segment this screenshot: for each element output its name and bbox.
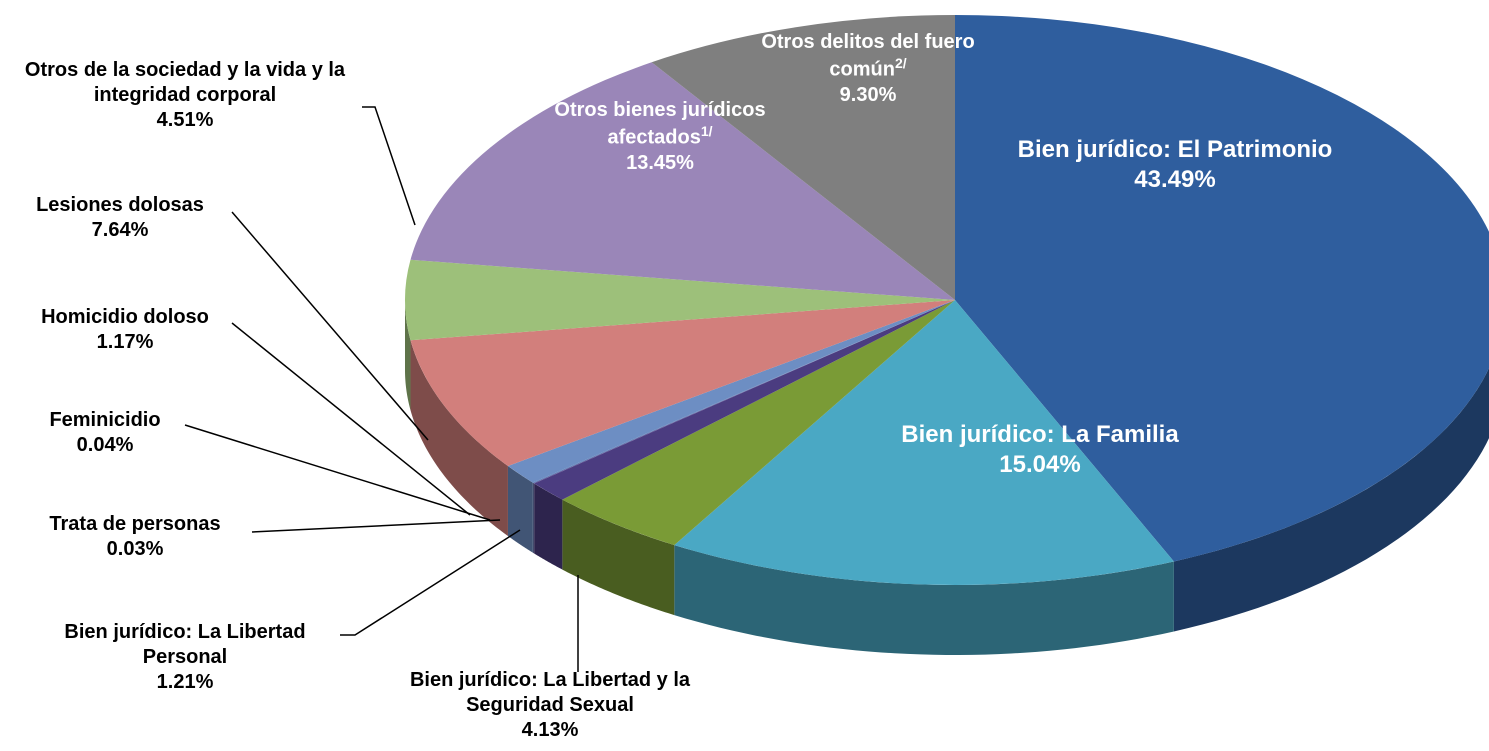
- value-label: 1.21%: [156, 671, 214, 693]
- slice-side: [674, 545, 1174, 655]
- value-label: 9.30%: [839, 83, 897, 106]
- value-label: 4.51%: [156, 109, 214, 131]
- leader-line: [251, 519, 501, 533]
- slice: [532, 300, 955, 484]
- value-label: 0.04%: [76, 434, 134, 456]
- category-name: Otros de la sociedad y la vida y la inte…: [0, 58, 370, 108]
- value-label: 13.45%: [626, 151, 694, 174]
- category-text: Bien jurídico: La Libertad Personal: [64, 621, 306, 668]
- leader-line: [340, 529, 521, 636]
- leader-line: [362, 106, 416, 226]
- category-name: Bien jurídico: La Libertad y la Segurida…: [380, 668, 720, 718]
- slice: [410, 300, 955, 467]
- slice-side: [533, 483, 535, 554]
- category-text: Otros de la sociedad y la vida y la inte…: [24, 59, 346, 106]
- slice-label: Lesiones dolosas 7.64%: [5, 193, 235, 243]
- category-name: Otros delitos del fuero común2/: [753, 30, 983, 83]
- value-label: 43.49%: [1134, 166, 1216, 193]
- slice-label: Homicidio doloso 1.17%: [5, 305, 245, 355]
- slice-label: Bien jurídico: La Familia 15.04%: [830, 420, 1250, 480]
- slice: [674, 300, 1174, 586]
- category-name: Feminicidio: [5, 408, 205, 433]
- slice: [533, 300, 955, 484]
- slice-side: [1173, 368, 1489, 632]
- category-name: Bien jurídico: La Familia: [830, 420, 1250, 450]
- category-text: Otros bienes jurídicos afectados: [554, 99, 766, 149]
- category-name: Otros bienes jurídicos afectados1/: [545, 98, 775, 151]
- slice-side: [405, 300, 411, 411]
- category-name: Bien jurídico: La Libertad Personal: [25, 620, 345, 670]
- slice-side: [507, 466, 533, 553]
- leader-line: [231, 322, 471, 516]
- slice-label: Bien jurídico: El Patrimonio 43.49%: [1015, 135, 1335, 195]
- slice: [410, 62, 956, 301]
- slice-label: Feminicidio 0.04%: [5, 408, 205, 458]
- leader-line: [184, 424, 491, 521]
- footnote-mark: 2/: [894, 55, 907, 71]
- slice-label: Otros bienes jurídicos afectados1/13.45%: [545, 98, 775, 176]
- slice: [651, 15, 955, 300]
- slice: [507, 300, 955, 483]
- category-text: Feminicidio: [49, 409, 161, 431]
- slice-label: Trata de personas 0.03%: [5, 512, 265, 562]
- slice-label: Otros de la sociedad y la vida y la inte…: [0, 58, 370, 133]
- slice-label: Otros delitos del fuero común2/9.30%: [753, 30, 983, 108]
- slice: [562, 300, 955, 546]
- slice-side: [534, 483, 563, 570]
- slice-side: [562, 499, 675, 616]
- slice-side: [532, 482, 534, 554]
- slice-label: Bien jurídico: La Libertad y la Segurida…: [380, 668, 720, 743]
- category-text: Bien jurídico: La Libertad y la Segurida…: [409, 669, 691, 716]
- category-text: Trata de personas: [49, 513, 221, 535]
- slice: [534, 300, 955, 500]
- slice-side: [410, 340, 508, 537]
- category-name: Lesiones dolosas: [5, 193, 235, 218]
- slice: [955, 15, 1489, 562]
- category-text: Otros delitos del fuero común: [761, 31, 975, 81]
- leader-line: [231, 211, 429, 441]
- category-name: Trata de personas: [5, 512, 265, 537]
- value-label: 1.17%: [96, 331, 154, 353]
- category-text: Bien jurídico: El Patrimonio: [1017, 136, 1333, 163]
- value-label: 15.04%: [999, 451, 1081, 478]
- slice: [405, 259, 955, 341]
- category-name: Homicidio doloso: [5, 305, 245, 330]
- value-label: 7.64%: [91, 219, 149, 241]
- footnote-mark: 1/: [700, 123, 713, 139]
- category-text: Bien jurídico: La Familia: [901, 421, 1179, 448]
- value-label: 0.03%: [106, 538, 164, 560]
- slice-label: Bien jurídico: La Libertad Personal 1.21%: [25, 620, 345, 695]
- category-text: Lesiones dolosas: [36, 194, 204, 216]
- category-text: Homicidio doloso: [41, 306, 209, 328]
- category-name: Bien jurídico: El Patrimonio: [1015, 135, 1335, 165]
- value-label: 4.13%: [521, 719, 579, 741]
